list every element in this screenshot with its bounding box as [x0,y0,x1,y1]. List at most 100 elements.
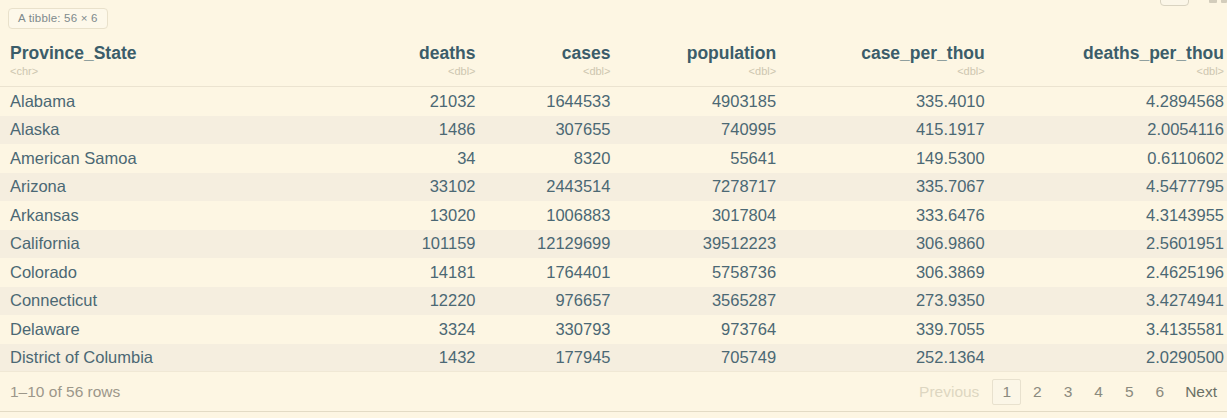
table-cell: 973764 [613,315,779,344]
table-cell: 12129699 [479,230,614,259]
table-cell: 3.4274941 [988,287,1227,316]
column-label: deaths_per_thou [988,43,1224,64]
table-cell: 177945 [479,344,614,373]
table-cell: 976657 [479,287,614,316]
previous-button[interactable]: Previous [919,383,979,401]
page-button-2[interactable]: 2 [1023,379,1052,405]
table-cell: 3565287 [613,287,779,316]
table-cell: 4903185 [613,87,779,116]
table-cell: 101159 [319,230,479,259]
page-button-6[interactable]: 6 [1146,379,1175,405]
header-row: Province_State<chr>deaths<dbl>cases<dbl>… [0,38,1227,87]
table-cell: Arkansas [0,201,319,230]
table-cell: 39512223 [613,230,779,259]
table-cell: 4.3143955 [988,201,1227,230]
table-row: California1011591212969939512223306.9860… [0,230,1227,259]
row-range-info: 1–10 of 56 rows [10,383,120,401]
chunk-output-control-icon[interactable] [1160,0,1189,6]
table-cell: 2.0290500 [988,344,1227,373]
table-row: Alabama2103216445334903185335.40104.2894… [0,87,1227,116]
paged-table: Province_State<chr>deaths<dbl>cases<dbl>… [0,38,1227,372]
column-type: <dbl> [479,65,611,78]
table-cell: 306.9860 [779,230,988,259]
table-cell: 2.4625196 [988,258,1227,287]
table-cell: 5758736 [613,258,779,287]
column-label: cases [479,43,611,64]
page-button-5[interactable]: 5 [1115,379,1144,405]
table-cell: 0.6110602 [988,144,1227,173]
column-header-cases: cases<dbl> [479,38,614,87]
column-label: population [613,43,776,64]
table-cell: 333.6476 [779,201,988,230]
tibble-dimensions-badge: A tibble: 56 × 6 [8,8,108,29]
table-cell: 3324 [319,315,479,344]
column-header-population: population<dbl> [613,38,779,87]
table-cell: 34 [319,144,479,173]
column-label: deaths [319,43,476,64]
table-cell: 1006883 [479,201,614,230]
column-type: <dbl> [988,65,1224,78]
next-button[interactable]: Next [1185,383,1217,401]
table-row: Connecticut122209766573565287273.93503.4… [0,287,1227,316]
table-cell: California [0,230,319,259]
table-cell: 335.4010 [779,87,988,116]
table-cell: 1644533 [479,87,614,116]
table-cell: 2.0054116 [988,116,1227,145]
table-cell: 12220 [319,287,479,316]
table-cell: 705749 [613,344,779,373]
table-row: Delaware3324330793973764339.70553.413558… [0,315,1227,344]
table-cell: 3017804 [613,201,779,230]
table-cell: 307655 [479,116,614,145]
column-type: <dbl> [779,65,985,78]
column-label: case_per_thou [779,43,985,64]
table-cell: 21032 [319,87,479,116]
table-cell: Alaska [0,116,319,145]
table-body: Alabama2103216445334903185335.40104.2894… [0,87,1227,373]
pagination-controls: Previous 123456 Next [919,379,1217,405]
page-button-3[interactable]: 3 [1054,379,1083,405]
column-header-case_per_thou: case_per_thou<dbl> [779,38,988,87]
table-cell: 740995 [613,116,779,145]
column-header-deaths: deaths<dbl> [319,38,479,87]
table-cell: 339.7055 [779,315,988,344]
pagination-pages: 123456 [991,379,1175,405]
table-cell: District of Columbia [0,344,319,373]
table-cell: Alabama [0,87,319,116]
table-cell: 55641 [613,144,779,173]
table-cell: 1486 [319,116,479,145]
table-cell: 4.5477795 [988,173,1227,202]
table-cell: Connecticut [0,287,319,316]
table-row: Alaska1486307655740995415.19172.0054116 [0,116,1227,145]
tibble-dimensions-label: A tibble: 56 × 6 [18,12,98,24]
page-button-1[interactable]: 1 [992,379,1021,405]
table-cell: 1432 [319,344,479,373]
table-cell: 415.1917 [779,116,988,145]
column-header-province_state: Province_State<chr> [0,38,319,87]
table-row: Colorado1418117644015758736306.38692.462… [0,258,1227,287]
column-label: Province_State [10,43,316,64]
column-header-deaths_per_thou: deaths_per_thou<dbl> [988,38,1227,87]
table-cell: 4.2894568 [988,87,1227,116]
table-cell: 14181 [319,258,479,287]
table-cell: 33102 [319,173,479,202]
table-cell: 3.4135581 [988,315,1227,344]
table-cell: 2443514 [479,173,614,202]
table-cell: 13020 [319,201,479,230]
page-button-4[interactable]: 4 [1084,379,1113,405]
column-type: <dbl> [613,65,776,78]
table-cell: Colorado [0,258,319,287]
table-cell: 1764401 [479,258,614,287]
chunk-clear-icon[interactable] [1221,0,1227,3]
table-cell: 252.1364 [779,344,988,373]
column-type: <chr> [10,65,316,78]
table-cell: 335.7067 [779,173,988,202]
chunk-settings-icon[interactable] [1209,0,1217,3]
table-row: Arizona3310224435147278717335.70674.5477… [0,173,1227,202]
table-cell: 306.3869 [779,258,988,287]
pagination-bar: 1–10 of 56 rows Previous 123456 Next [0,371,1227,412]
table-cell: American Samoa [0,144,319,173]
table-cell: 8320 [479,144,614,173]
table-cell: 330793 [479,315,614,344]
table-row: American Samoa34832055641149.53000.61106… [0,144,1227,173]
table-cell: 273.9350 [779,287,988,316]
